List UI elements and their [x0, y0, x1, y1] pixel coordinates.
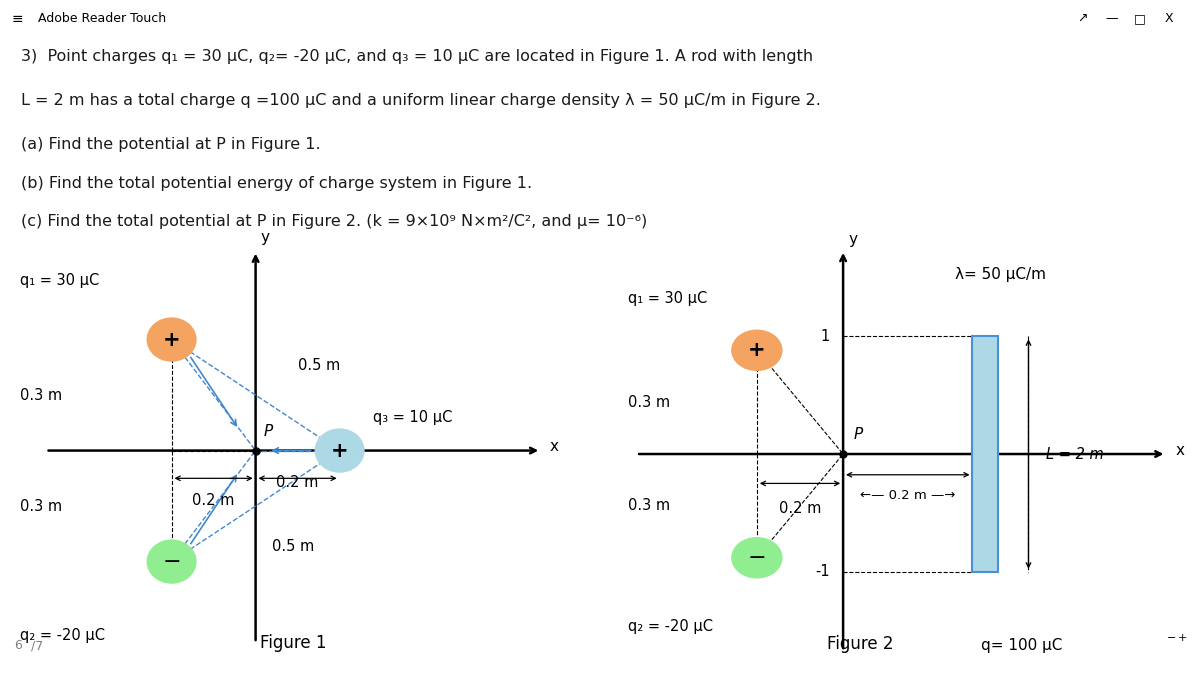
- Text: λ= 50 μC/m: λ= 50 μC/m: [955, 267, 1046, 281]
- Text: 0.3 m: 0.3 m: [20, 387, 62, 402]
- Text: 3)  Point charges q₁ = 30 μC, q₂= -20 μC, and q₃ = 10 μC are located in Figure 1: 3) Point charges q₁ = 30 μC, q₂= -20 μC,…: [22, 49, 814, 63]
- Circle shape: [316, 429, 364, 472]
- Text: 0.2 m: 0.2 m: [779, 501, 821, 516]
- Text: —: —: [1105, 12, 1117, 25]
- Text: +: +: [331, 441, 348, 460]
- Text: 0.5 m: 0.5 m: [298, 358, 340, 373]
- Circle shape: [148, 540, 196, 583]
- Circle shape: [732, 538, 782, 578]
- Circle shape: [148, 318, 196, 361]
- Text: x: x: [550, 439, 559, 454]
- Text: +: +: [1177, 633, 1187, 643]
- Text: q₁ = 30 μC: q₁ = 30 μC: [20, 273, 100, 288]
- Text: −: −: [1166, 633, 1176, 643]
- Text: q₂ = -20 μC: q₂ = -20 μC: [628, 620, 713, 634]
- Text: X: X: [1164, 12, 1174, 25]
- Text: (a) Find the potential at P in Figure 1.: (a) Find the potential at P in Figure 1.: [22, 137, 322, 152]
- Text: □: □: [1134, 12, 1146, 25]
- Bar: [972, 336, 998, 572]
- Text: -1: -1: [816, 564, 830, 579]
- Text: L = 2 m has a total charge q =100 μC and a uniform linear charge density λ = 50 : L = 2 m has a total charge q =100 μC and…: [22, 93, 821, 108]
- Text: 0.3 m: 0.3 m: [628, 498, 670, 514]
- Text: 6: 6: [14, 639, 22, 652]
- Text: x: x: [1175, 443, 1184, 458]
- Text: P: P: [854, 427, 863, 442]
- Text: −: −: [748, 547, 767, 568]
- Text: Figure 2: Figure 2: [827, 635, 894, 653]
- Text: ←— 0.2 m —→: ←— 0.2 m —→: [860, 489, 955, 502]
- Text: y: y: [848, 232, 857, 246]
- Text: Adobe Reader Touch: Adobe Reader Touch: [38, 12, 167, 25]
- Text: ↗: ↗: [1078, 12, 1087, 25]
- Text: 0.3 m: 0.3 m: [628, 395, 670, 410]
- Text: ≡: ≡: [12, 11, 24, 26]
- Text: Figure 1: Figure 1: [260, 634, 326, 652]
- Text: L = 2 m: L = 2 m: [1045, 447, 1104, 462]
- Text: 0.2 m: 0.2 m: [192, 493, 235, 508]
- Text: q₂ = -20 μC: q₂ = -20 μC: [20, 628, 106, 643]
- Text: q= 100 μC: q= 100 μC: [982, 638, 1062, 653]
- Text: y: y: [260, 230, 270, 245]
- Text: +: +: [748, 340, 766, 360]
- Text: q₃ = 10 μC: q₃ = 10 μC: [373, 410, 452, 425]
- Text: 0.5 m: 0.5 m: [272, 539, 314, 554]
- Text: −: −: [162, 551, 181, 572]
- Text: P: P: [264, 425, 274, 439]
- Text: 0.3 m: 0.3 m: [20, 499, 62, 514]
- Text: 0.2 m: 0.2 m: [276, 475, 319, 489]
- Text: 1: 1: [821, 329, 830, 344]
- Text: /7: /7: [31, 639, 43, 652]
- Text: q₁ = 30 μC: q₁ = 30 μC: [628, 291, 707, 306]
- Circle shape: [732, 330, 782, 371]
- Text: +: +: [163, 329, 180, 350]
- Text: (c) Find the total potential at P in Figure 2. (k = 9×10⁹ N×m²/C², and μ= 10⁻⁶): (c) Find the total potential at P in Fig…: [22, 214, 648, 229]
- Text: (b) Find the total potential energy of charge system in Figure 1.: (b) Find the total potential energy of c…: [22, 176, 533, 190]
